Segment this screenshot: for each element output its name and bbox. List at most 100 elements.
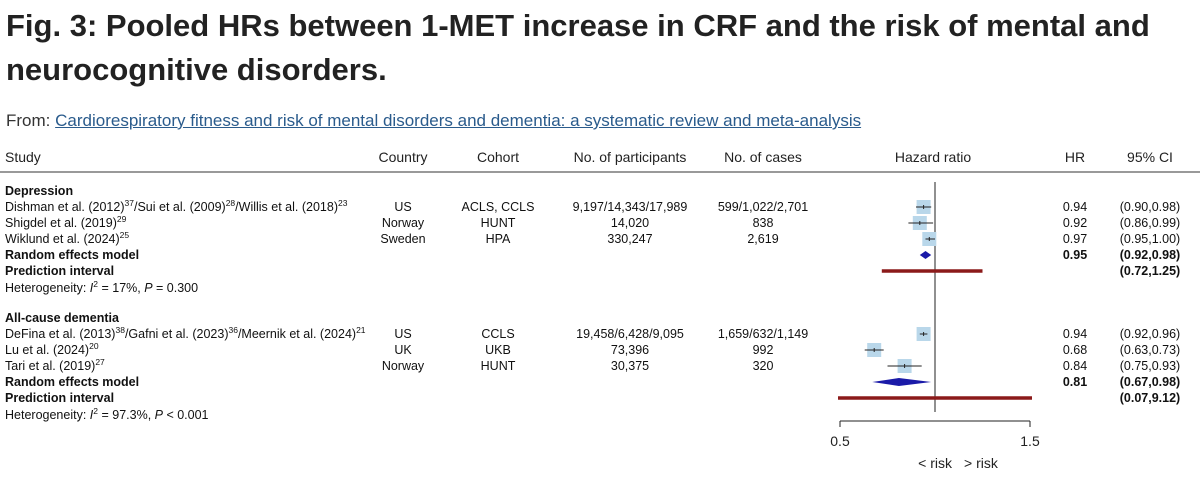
prediction-ci: (0.07,9.12) xyxy=(1120,391,1180,405)
participants-cell: 73,396 xyxy=(611,343,649,357)
group-heading: All-cause dementia xyxy=(5,311,120,325)
ci-cell: (0.95,1.00) xyxy=(1120,232,1180,246)
random-effects-label: Random effects model xyxy=(5,375,139,389)
cases-cell: 1,659/632/1,149 xyxy=(718,327,808,341)
heterogeneity-value: = 17%, xyxy=(98,281,144,295)
hr-cell: 0.94 xyxy=(1063,327,1087,341)
hr-cell: 0.92 xyxy=(1063,216,1087,230)
study-author: DeFina et al. (2013) xyxy=(5,327,115,341)
axis-label-higher-risk: > risk xyxy=(964,455,999,471)
column-header: Cohort xyxy=(477,149,519,165)
study-author: Tari et al. (2019) xyxy=(5,359,95,373)
column-header: Study xyxy=(5,149,41,165)
column-header: Country xyxy=(378,149,427,165)
study-ref: 37 xyxy=(125,198,135,208)
ci-cell: (0.86,0.99) xyxy=(1120,216,1180,230)
cases-cell: 2,619 xyxy=(747,232,778,246)
study-ref: 28 xyxy=(226,198,236,208)
i2-superscript: 2 xyxy=(93,279,98,289)
study-author: Dishman et al. (2012) xyxy=(5,200,125,214)
prediction-ci: (0.72,1.25) xyxy=(1120,264,1180,278)
study-name: Dishman et al. (2012)37/Sui et al. (2009… xyxy=(5,198,348,214)
cases-cell: 992 xyxy=(753,343,774,357)
study-ref: 38 xyxy=(115,325,125,335)
group-heading: Depression xyxy=(5,184,73,198)
i2-symbol: I xyxy=(90,408,94,422)
prediction-interval-label: Prediction interval xyxy=(5,391,114,405)
study-ref: 20 xyxy=(89,341,99,351)
pooled-diamond xyxy=(872,378,932,386)
cohort-cell: UKB xyxy=(485,343,511,357)
pooled-hr: 0.95 xyxy=(1063,248,1087,262)
p-symbol: P xyxy=(144,281,153,295)
column-header: HR xyxy=(1065,149,1085,165)
study-name: DeFina et al. (2013)38/Gafni et al. (202… xyxy=(5,325,366,341)
cases-cell: 838 xyxy=(753,216,774,230)
figure-title: Fig. 3: Pooled HRs between 1-MET increas… xyxy=(6,8,1150,87)
cohort-cell: HPA xyxy=(486,232,511,246)
heterogeneity-text: Heterogeneity: I2 = 17%, P = 0.300 xyxy=(5,279,198,295)
p-value: < 0.001 xyxy=(163,408,209,422)
source-line: From: Cardiorespiratory fitness and risk… xyxy=(6,111,861,131)
country-cell: Sweden xyxy=(380,232,425,246)
random-effects-label: Random effects model xyxy=(5,248,139,262)
column-header: Hazard ratio xyxy=(895,149,971,165)
cohort-cell: ACLS, CCLS xyxy=(462,200,535,214)
pooled-diamond xyxy=(919,251,932,259)
participants-cell: 14,020 xyxy=(611,216,649,230)
p-symbol: P xyxy=(155,408,164,422)
country-cell: Norway xyxy=(382,216,425,230)
participants-cell: 30,375 xyxy=(611,359,649,373)
ci-cell: (0.92,0.96) xyxy=(1120,327,1180,341)
study-author: /Gafni et al. (2023) xyxy=(125,327,229,341)
cases-cell: 599/1,022/2,701 xyxy=(718,200,808,214)
study-author: Shigdel et al. (2019) xyxy=(5,216,117,230)
country-cell: US xyxy=(394,327,411,341)
pooled-ci: (0.92,0.98) xyxy=(1120,248,1180,262)
participants-cell: 9,197/14,343/17,989 xyxy=(573,200,688,214)
article-link[interactable]: Cardiorespiratory fitness and risk of me… xyxy=(55,111,862,130)
x-tick-label: 1.5 xyxy=(1020,433,1040,449)
heterogeneity-prefix: Heterogeneity: xyxy=(5,281,90,295)
hr-cell: 0.84 xyxy=(1063,359,1087,373)
participants-cell: 19,458/6,428/9,095 xyxy=(576,327,684,341)
study-author: Lu et al. (2024) xyxy=(5,343,89,357)
study-author: /Sui et al. (2009) xyxy=(134,200,226,214)
study-name: Lu et al. (2024)20 xyxy=(5,341,99,357)
study-ref: 36 xyxy=(228,325,238,335)
column-header: No. of cases xyxy=(724,149,802,165)
ci-cell: (0.75,0.93) xyxy=(1120,359,1180,373)
cases-cell: 320 xyxy=(753,359,774,373)
hr-cell: 0.97 xyxy=(1063,232,1087,246)
x-tick-label: 0.5 xyxy=(830,433,850,449)
prediction-interval-label: Prediction interval xyxy=(5,264,114,278)
study-name: Shigdel et al. (2019)29 xyxy=(5,214,127,230)
study-ref: 25 xyxy=(120,230,130,240)
cohort-cell: HUNT xyxy=(481,359,516,373)
heterogeneity-text: Heterogeneity: I2 = 97.3%, P < 0.001 xyxy=(5,406,209,422)
study-name: Tari et al. (2019)27 xyxy=(5,357,105,373)
ci-cell: (0.90,0.98) xyxy=(1120,200,1180,214)
i2-symbol: I xyxy=(90,281,94,295)
study-ref: 29 xyxy=(117,214,127,224)
cohort-cell: CCLS xyxy=(481,327,514,341)
study-name: Wiklund et al. (2024)25 xyxy=(5,230,129,246)
pooled-ci: (0.67,0.98) xyxy=(1120,375,1180,389)
study-ref: 23 xyxy=(338,198,348,208)
country-cell: UK xyxy=(394,343,412,357)
study-author: /Willis et al. (2018) xyxy=(235,200,338,214)
column-header: 95% CI xyxy=(1127,149,1173,165)
country-cell: Norway xyxy=(382,359,425,373)
study-author: Wiklund et al. (2024) xyxy=(5,232,120,246)
hr-cell: 0.94 xyxy=(1063,200,1087,214)
participants-cell: 330,247 xyxy=(607,232,652,246)
study-ref: 21 xyxy=(356,325,366,335)
country-cell: US xyxy=(394,200,411,214)
ci-cell: (0.63,0.73) xyxy=(1120,343,1180,357)
column-header: No. of participants xyxy=(574,149,687,165)
pooled-hr: 0.81 xyxy=(1063,375,1087,389)
cohort-cell: HUNT xyxy=(481,216,516,230)
heterogeneity-value: = 97.3%, xyxy=(98,408,155,422)
p-value: = 0.300 xyxy=(153,281,199,295)
